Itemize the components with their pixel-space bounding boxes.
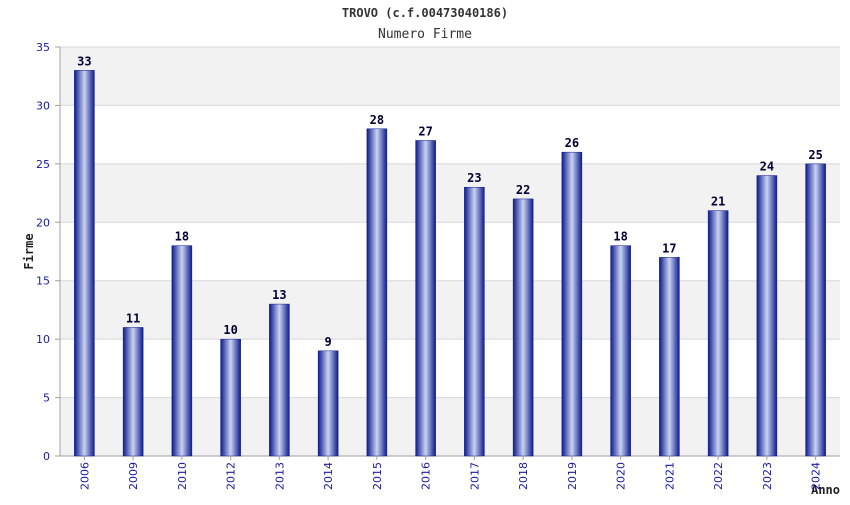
data-label-2024: 25 <box>808 148 822 162</box>
y-tick-label: 15 <box>36 275 50 288</box>
x-tick-label-2012: 2012 <box>225 462 238 490</box>
x-tick-label-2024: 2024 <box>810 462 823 490</box>
bar-2018 <box>512 198 534 457</box>
data-label-2021: 17 <box>662 241 676 255</box>
x-tick-label-2010: 2010 <box>176 462 189 490</box>
x-tick-label-2021: 2021 <box>663 462 676 490</box>
y-tick-label: 20 <box>36 216 50 229</box>
x-tick-label-2020: 2020 <box>615 462 628 490</box>
y-tick-label: 10 <box>36 333 50 346</box>
bar-2013 <box>269 303 290 457</box>
bar-2021 <box>659 257 680 457</box>
x-tick-label-2013: 2013 <box>273 462 286 490</box>
data-label-2016: 27 <box>418 124 432 138</box>
bar-2010 <box>171 245 193 457</box>
x-tick-label-2009: 2009 <box>127 462 140 490</box>
bar-2020 <box>610 245 631 457</box>
grid-band <box>60 47 840 106</box>
data-label-2010: 18 <box>175 230 189 244</box>
bar-2016 <box>415 140 436 457</box>
x-tick-label-2018: 2018 <box>517 462 530 490</box>
y-axis-label: Firme <box>22 233 36 269</box>
y-tick-label: 25 <box>36 158 50 171</box>
bar-2012 <box>220 338 241 457</box>
data-label-2014: 9 <box>325 335 332 349</box>
y-axis-ticks: 0 5 10 15 20 25 30 35 <box>36 41 50 463</box>
bar-2022 <box>707 210 729 457</box>
x-tick-label-2016: 2016 <box>420 462 433 490</box>
data-label-2009: 11 <box>126 311 140 325</box>
chart-title: TROVO (c.f.00473040186) <box>342 6 508 20</box>
data-label-2019: 26 <box>565 136 579 150</box>
data-label-2012: 10 <box>223 323 237 337</box>
bars <box>74 70 826 457</box>
x-tick-label-2023: 2023 <box>761 462 774 490</box>
chart-subtitle: Numero Firme <box>378 27 472 42</box>
x-tick-label-2015: 2015 <box>371 462 384 490</box>
data-label-2023: 24 <box>760 160 774 174</box>
data-label-2018: 22 <box>516 183 530 197</box>
data-label-2013: 13 <box>272 288 286 302</box>
data-label-2022: 21 <box>711 195 725 209</box>
x-tick-label-2022: 2022 <box>712 462 725 490</box>
data-label-2017: 23 <box>467 171 481 185</box>
y-tick-label: 30 <box>36 99 50 112</box>
data-labels: 33 11 18 10 13 9 28 27 23 22 26 18 17 21 24 25 <box>77 54 823 348</box>
y-tick-label: 0 <box>43 450 50 463</box>
x-tick-label-2014: 2014 <box>322 462 335 490</box>
bar-2014 <box>317 350 339 457</box>
data-label-2020: 18 <box>613 230 627 244</box>
x-axis-label: Anno <box>811 483 840 497</box>
x-tick-label-2006: 2006 <box>78 462 91 490</box>
data-label-2006: 33 <box>77 54 91 68</box>
bar-2009 <box>122 327 144 457</box>
x-tick-label-2017: 2017 <box>468 462 481 490</box>
y-tick-label: 35 <box>36 41 50 54</box>
bar-2015 <box>366 128 388 457</box>
bar-2023 <box>756 175 778 457</box>
bar-2024 <box>805 163 826 457</box>
bar-2006 <box>74 70 95 457</box>
data-label-2015: 28 <box>370 113 384 127</box>
y-tick-label: 5 <box>43 392 50 405</box>
bar-2017 <box>464 186 485 457</box>
x-axis-ticks: 2006 2009 2010 2012 2013 2014 2015 2016 2017 2018… <box>78 456 823 490</box>
bar-2019 <box>561 151 583 457</box>
x-tick-label-2019: 2019 <box>566 462 579 490</box>
